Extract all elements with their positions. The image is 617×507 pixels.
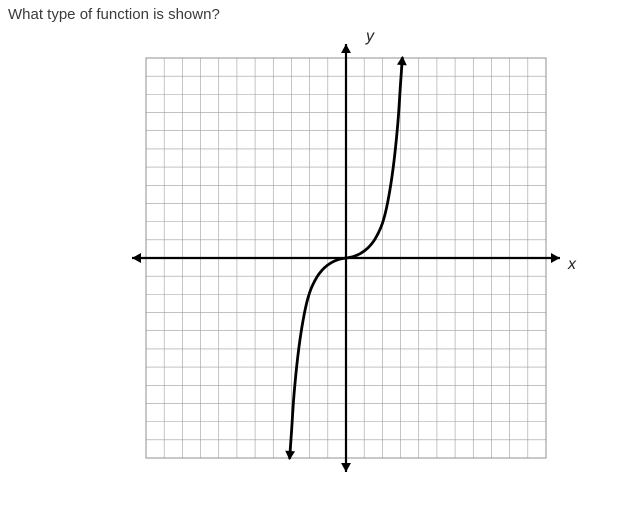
graph-svg	[130, 34, 582, 502]
y-axis-label: y	[366, 28, 374, 46]
function-graph: y x	[130, 34, 582, 502]
question-text: What type of function is shown?	[8, 6, 220, 23]
x-axis-label: x	[568, 256, 576, 274]
